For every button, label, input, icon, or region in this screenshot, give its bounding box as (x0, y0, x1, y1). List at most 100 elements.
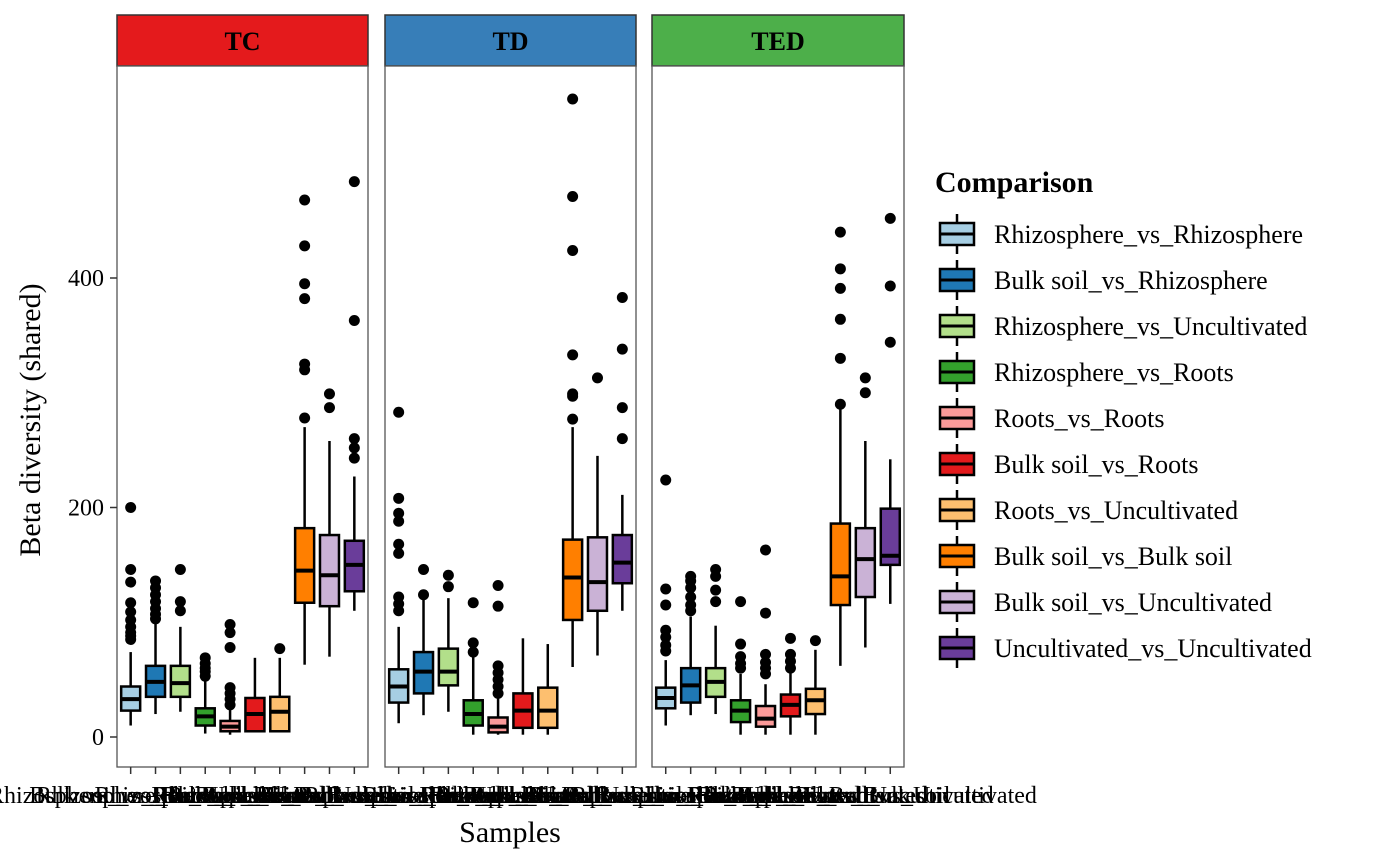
box-iqr (854, 526, 877, 599)
outlier-point (150, 575, 162, 587)
box-9 (611, 292, 634, 611)
x-tick-label: Uncultivated_vs_Uncultivated (476, 783, 769, 809)
x-tick-label: Bulk soil_vs_Roots (161, 783, 350, 809)
box-iqr (437, 647, 460, 687)
outlier-point (710, 563, 722, 575)
box-8 (586, 372, 609, 656)
x-tick-label: Roots_vs_Roots (687, 783, 844, 809)
outlier-point (834, 282, 846, 294)
outlier-point (567, 93, 579, 105)
box-4 (754, 544, 777, 735)
legend-label: Bulk soil_vs_Uncultivated (994, 588, 1272, 617)
x-tick-label: Bulk soil_vs_Roots (429, 783, 618, 809)
outlier-point (884, 212, 896, 224)
x-tick-label: Roots_vs_Roots (419, 783, 576, 809)
box-iqr (269, 695, 291, 733)
outlier-point (492, 600, 504, 612)
outlier-point (492, 660, 504, 672)
x-tick-label: Bulk soil_vs_Uncultivated (469, 783, 726, 809)
box-2 (704, 563, 727, 715)
box-1 (144, 575, 167, 715)
x-tick-label: Roots_vs_Uncultivated (167, 783, 392, 809)
outlier-point (884, 336, 896, 348)
outlier-point (616, 433, 628, 445)
outlier-point (784, 632, 796, 644)
box-6 (537, 644, 559, 735)
legend-label: Rhizosphere_vs_Rhizosphere (994, 220, 1303, 249)
box-9 (879, 212, 902, 604)
box-8 (854, 372, 877, 648)
box-1 (679, 570, 702, 716)
box-0 (387, 406, 410, 724)
outlier-point (199, 652, 211, 664)
legend-items: Rhizosphere_vs_Rhizosphere Bulk soil_vs_R… (938, 214, 1312, 668)
legend-label: Uncultivated_vs_Uncultivated (994, 634, 1312, 663)
box-4 (219, 619, 241, 735)
outlier-point (125, 576, 137, 588)
outlier-point (299, 293, 311, 305)
outlier-point (224, 627, 236, 639)
outlier-point (784, 648, 796, 660)
outlier-point (174, 605, 186, 617)
outlier-point (616, 292, 628, 304)
x-tick-label: Roots_vs_Uncultivated (435, 783, 660, 809)
box-iqr (561, 538, 584, 622)
outlier-point (348, 433, 360, 445)
box-5 (244, 657, 266, 733)
box-iqr (318, 533, 341, 608)
outlier-point (685, 591, 697, 603)
outlier-point (834, 263, 846, 275)
x-axis-title: Samples (459, 816, 561, 849)
box-iqr (537, 686, 559, 730)
outlier-point (760, 648, 772, 660)
outlier-point (348, 452, 360, 464)
legend-item: Rhizosphere_vs_Rhizosphere (938, 214, 1303, 254)
outlier-point (616, 402, 628, 414)
outlier-point (492, 580, 504, 592)
legend-item: Rhizosphere_vs_Uncultivated (938, 306, 1307, 346)
box-iqr (829, 522, 852, 607)
legend-item: Roots_vs_Roots (938, 398, 1165, 438)
outlier-point (125, 597, 137, 609)
outlier-point (442, 581, 454, 593)
box-1 (412, 563, 435, 716)
outlier-point (299, 240, 311, 252)
outlier-point (125, 606, 137, 618)
legend-label: Rhizosphere_vs_Roots (994, 358, 1234, 387)
outlier-point (348, 442, 360, 454)
legend-item: Bulk soil_vs_Bulk soil (938, 536, 1232, 576)
x-tick-label: Uncultivated_vs_Uncultivated (744, 783, 1037, 809)
y-axis-title: Beta diversity (shared) (14, 283, 47, 556)
box-iqr (879, 507, 902, 567)
box-7 (293, 194, 316, 665)
outlier-point (125, 614, 137, 626)
box-iqr (586, 536, 609, 613)
outlier-point (660, 583, 672, 595)
outlier-point (567, 349, 579, 361)
outlier-point (567, 191, 579, 203)
x-tick-label: Roots_vs_Roots (151, 783, 308, 809)
box-7 (561, 93, 584, 668)
x-tick-label: Bulk soil_vs_Uncultivated (737, 783, 994, 809)
box-9 (343, 176, 366, 611)
outlier-point (125, 502, 137, 513)
outlier-point (710, 584, 722, 596)
outlier-point (467, 646, 479, 658)
outlier-point (467, 597, 479, 609)
facet-strip (384, 14, 637, 67)
box-5 (779, 632, 802, 735)
x-tick-label: Rhizosphere_vs_Roots (363, 783, 584, 809)
x-tick-label: Bulk soil_vs_Rhizosphere (564, 783, 817, 809)
x-tick-label: Bulk soil_vs_Rhizosphere (29, 783, 282, 809)
legend-label: Bulk soil_vs_Roots (994, 450, 1198, 479)
outlier-point (224, 641, 236, 653)
outlier-point (591, 372, 603, 384)
outlier-point (274, 643, 286, 655)
outlier-point (760, 656, 772, 668)
outlier-point (809, 635, 821, 647)
outlier-point (760, 544, 772, 556)
